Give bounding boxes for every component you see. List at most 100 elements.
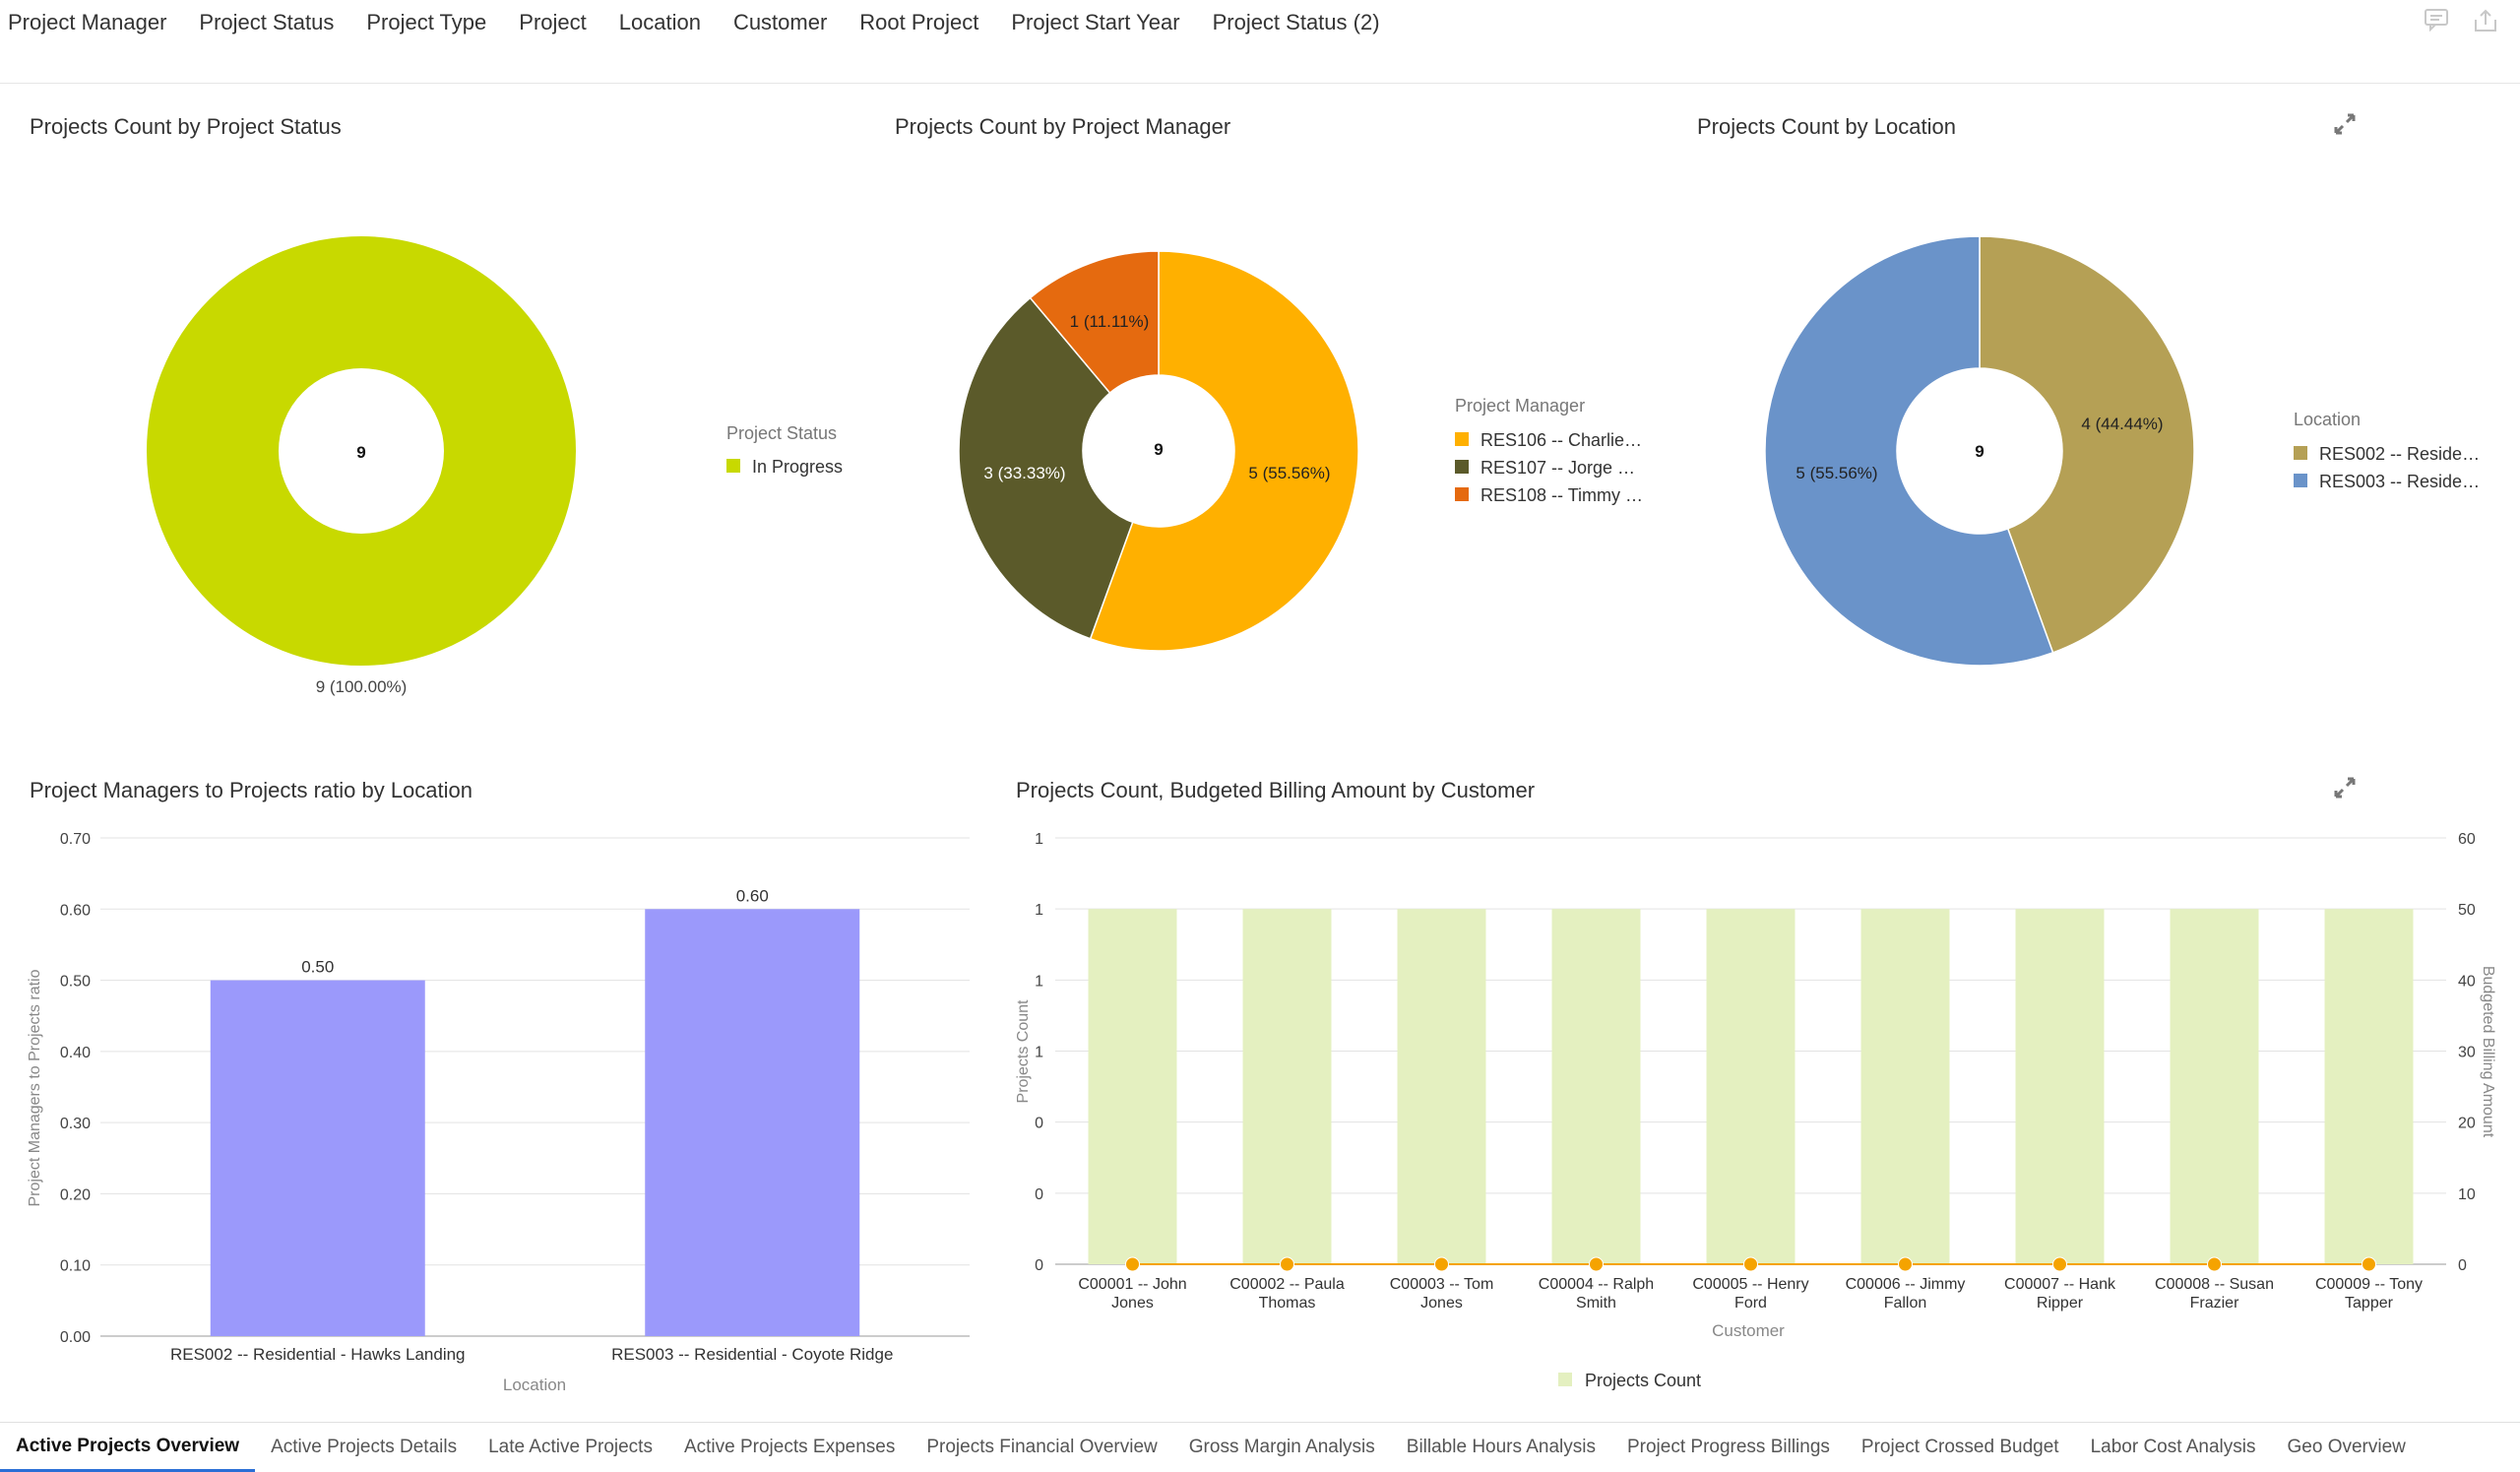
location-slice-label-res003: 5 (55.56%) — [1796, 464, 1877, 482]
y-left-tick-label: 1 — [1035, 831, 1043, 848]
x-category-label: C00009 -- Tony — [2315, 1276, 2423, 1293]
donut-slice-res106 — [1089, 250, 1359, 652]
manager-slice-label-res107: 3 (33.33%) — [983, 464, 1065, 482]
filter-customer[interactable]: Customer — [732, 10, 828, 34]
y-right-tick-label: 10 — [2458, 1186, 2476, 1203]
filter-project-manager[interactable]: Project Manager — [8, 10, 167, 34]
manager-legend-title: Project Manager — [1455, 396, 1585, 416]
line-point — [2207, 1256, 2222, 1272]
line-point — [1280, 1256, 1294, 1272]
comment-icon[interactable] — [2424, 8, 2449, 33]
manager-slice-label-res106: 5 (55.56%) — [1248, 464, 1330, 482]
tab-projects-financial-overview[interactable]: Projects Financial Overview — [926, 1437, 1158, 1457]
tab-active-projects-details[interactable]: Active Projects Details — [271, 1437, 458, 1457]
bar-value-label: 0.50 — [301, 958, 334, 977]
location-chart-title: Projects Count by Location — [1697, 114, 1956, 139]
y-right-tick-label: 20 — [2458, 1116, 2476, 1132]
panel-manager: Projects Count by Project Manager 9 5 (5… — [866, 98, 1693, 729]
ratio-bar-chart: 0.70 0.60 0.50 0.40 0.30 0.20 0.10 0.00 0.50 RES… — [27, 831, 970, 1394]
expand-icon[interactable] — [2333, 112, 2357, 141]
filter-project[interactable]: Project — [519, 10, 587, 34]
legend-item-res108[interactable]: RES108 -- Timmy … — [1480, 485, 1643, 505]
filter-root-project[interactable]: Root Project — [859, 10, 979, 34]
legend-swatch — [2294, 446, 2307, 460]
export-icon[interactable] — [2473, 8, 2498, 33]
y-right-tick-label: 60 — [2458, 831, 2476, 848]
x-category-label: Frazier — [2190, 1295, 2239, 1312]
legend-swatch — [1455, 460, 1469, 474]
filter-project-type[interactable]: Project Type — [366, 10, 487, 34]
y-tick-label: 0.60 — [60, 902, 91, 919]
y-left-tick-label: 1 — [1035, 973, 1043, 990]
x-category-label: C00003 -- Tom — [1390, 1276, 1494, 1293]
x-category-label: RES002 -- Residential - Hawks Landing — [170, 1345, 466, 1364]
legend-swatch — [726, 459, 740, 473]
x-category-label: C00006 -- Jimmy — [1846, 1276, 1966, 1293]
bar — [645, 909, 860, 1336]
y-tick-label: 0.20 — [60, 1186, 91, 1203]
y-left-tick-label: 0 — [1035, 1186, 1043, 1203]
tab-geo-overview[interactable]: Geo Overview — [2287, 1437, 2406, 1457]
manager-chart-title: Projects Count by Project Manager — [895, 114, 1231, 139]
y-left-tick-label: 1 — [1035, 902, 1043, 919]
donut-slice-res108 — [1029, 250, 1160, 395]
legend-item-res002[interactable]: RES002 -- Reside… — [2319, 444, 2480, 464]
ratio-x-axis-label: Location — [503, 1376, 566, 1394]
x-category-label: Ford — [1734, 1295, 1767, 1312]
legend-item-res107[interactable]: RES107 -- Jorge … — [1480, 458, 1635, 478]
bar — [2170, 909, 2259, 1264]
filter-bar: Project Manager Project Status Project T… — [0, 0, 2520, 84]
filter-project-status-2[interactable]: Project Status (2) — [1212, 10, 1380, 34]
y-tick-label: 0.70 — [60, 831, 91, 848]
bar — [210, 980, 425, 1336]
tab-active-projects-overview[interactable]: Active Projects Overview — [0, 1423, 256, 1472]
y-tick-label: 0.40 — [60, 1045, 91, 1061]
bar — [1088, 909, 1177, 1264]
x-category-label: Tapper — [2345, 1295, 2394, 1312]
panel-ratio: Project Managers to Projects ratio by Lo… — [0, 758, 994, 1408]
customer-combo-chart: 1 60 1 50 1 40 1 30 0 20 0 10 0 0 C00001 -- John Jones… — [1015, 831, 2496, 1390]
legend-item-in-progress[interactable]: In Progress — [752, 457, 843, 477]
line-point — [1589, 1256, 1604, 1272]
bar — [2015, 909, 2105, 1264]
tab-project-progress-billings[interactable]: Project Progress Billings — [1626, 1437, 1830, 1457]
bar — [1242, 909, 1332, 1264]
bar — [1860, 909, 1950, 1264]
tab-gross-margin-analysis[interactable]: Gross Margin Analysis — [1188, 1437, 1375, 1457]
status-slice-label: 9 (100.00%) — [316, 677, 408, 696]
ratio-y-axis-label: Project Managers to Projects ratio — [27, 969, 43, 1206]
filter-location[interactable]: Location — [618, 10, 701, 34]
x-category-label: Jones — [1111, 1295, 1154, 1312]
tab-labor-cost-analysis[interactable]: Labor Cost Analysis — [2090, 1437, 2256, 1457]
customer-chart-title: Projects Count, Budgeted Billing Amount … — [1016, 778, 1536, 802]
legend-item-res003[interactable]: RES003 -- Reside… — [2319, 472, 2480, 491]
legend-item-res106[interactable]: RES106 -- Charlie… — [1480, 430, 1642, 450]
legend-swatch — [1558, 1373, 1572, 1386]
tab-late-active-projects[interactable]: Late Active Projects — [488, 1437, 653, 1457]
y-right-tick-label: 40 — [2458, 973, 2476, 990]
x-category-label: Thomas — [1259, 1295, 1316, 1312]
filter-project-start-year[interactable]: Project Start Year — [1011, 10, 1180, 34]
y-tick-label: 0.50 — [60, 974, 91, 991]
legend-item-projects-count[interactable]: Projects Count — [1585, 1371, 1701, 1390]
line-point — [1434, 1256, 1449, 1272]
filter-project-status[interactable]: Project Status — [199, 10, 335, 34]
bar — [1706, 909, 1796, 1264]
line-point — [1898, 1256, 1913, 1272]
legend-swatch — [1455, 487, 1469, 501]
customer-y-left-label: Projects Count — [1015, 999, 1032, 1103]
y-tick-label: 0.10 — [60, 1258, 91, 1275]
tab-billable-hours-analysis[interactable]: Billable Hours Analysis — [1406, 1437, 1596, 1457]
x-category-label: C00008 -- Susan — [2155, 1276, 2274, 1293]
dashboard-tabs: Active Projects Overview Active Projects… — [0, 1422, 2520, 1472]
expand-icon[interactable] — [2333, 776, 2357, 804]
tab-project-crossed-budget[interactable]: Project Crossed Budget — [1860, 1437, 2059, 1457]
tab-active-projects-expenses[interactable]: Active Projects Expenses — [683, 1437, 896, 1457]
y-tick-label: 0.00 — [60, 1329, 91, 1346]
customer-x-axis-label: Customer — [1712, 1321, 1785, 1340]
legend-swatch — [1455, 432, 1469, 446]
status-chart-title: Projects Count by Project Status — [30, 114, 342, 139]
filter-list: Project Manager Project Status Project T… — [8, 8, 1380, 37]
panel-customer: Projects Count, Budgeted Billing Amount … — [994, 758, 2520, 1408]
x-category-label: C00004 -- Ralph — [1539, 1276, 1654, 1293]
